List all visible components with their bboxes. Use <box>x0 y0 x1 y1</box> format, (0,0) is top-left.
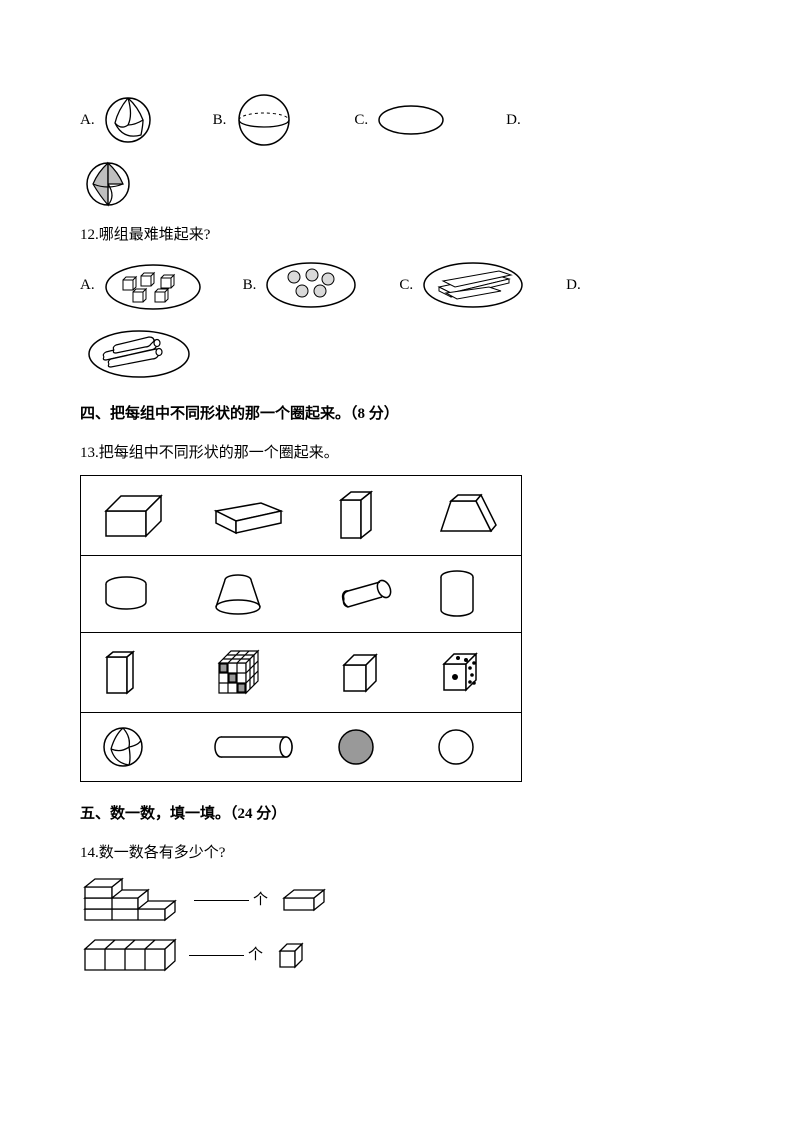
cell-circle-filled <box>316 713 416 782</box>
cell-cuboid-tall <box>316 476 416 556</box>
cell-cylinder-tall <box>416 556 522 633</box>
ellipse-icon <box>376 103 446 137</box>
plate-slabs-icon <box>421 257 526 312</box>
cell-die <box>416 633 522 713</box>
q13-number: 13. <box>80 445 99 461</box>
sphere-ball-icon <box>103 95 153 145</box>
cell-frustum <box>191 556 316 633</box>
cell-cube <box>316 633 416 713</box>
q14-row2: 个 <box>80 935 713 975</box>
cell-cylinder-tilted <box>316 556 416 633</box>
q12-option-c: C. <box>399 257 526 312</box>
cell-rubiks-cube <box>191 633 316 713</box>
volleyball-icon <box>101 725 145 769</box>
cell-volleyball <box>81 713 192 782</box>
rubiks-cube-icon <box>211 645 266 700</box>
cell-cylinder-short <box>81 556 192 633</box>
cell-circle-outline <box>416 713 522 782</box>
q12-prompt: 哪组最难堆起来? <box>99 227 211 243</box>
q12-label-c: C. <box>399 273 413 297</box>
trapezoid-prism-icon <box>436 491 501 541</box>
q12-text: 12.哪组最难堆起来? <box>80 223 713 247</box>
single-cube-icon <box>275 939 307 971</box>
q13-shapes-table <box>80 475 522 782</box>
q14-blank2[interactable] <box>189 955 244 956</box>
q11-option-d: D. <box>506 108 529 132</box>
table-row <box>81 556 522 633</box>
q14-unit1: 个 <box>253 888 268 912</box>
cuboid-flat-icon <box>101 491 171 541</box>
section5-title: 五、数一数，填一填。（24 分） <box>80 802 713 826</box>
q11-label-d: D. <box>506 108 521 132</box>
cube-row-icon <box>80 935 185 975</box>
plate-cubes-icon <box>103 257 203 312</box>
q14-unit2: 个 <box>248 943 263 967</box>
circle-outline-icon <box>436 727 476 767</box>
cell-cylinder-long <box>191 713 316 782</box>
cell-trapezoid-prism <box>416 476 522 556</box>
q12-option-d-image <box>84 322 713 382</box>
q12-option-a: A. <box>80 257 203 312</box>
q11-option-c: C. <box>354 103 446 137</box>
q11-label-b: B. <box>213 108 227 132</box>
q14-prompt: 数一数各有多少个? <box>99 845 226 861</box>
cuboid-tall-icon <box>336 488 381 543</box>
table-row <box>81 633 522 713</box>
cylinder-tall-icon <box>436 568 478 620</box>
q14-row1: 个 <box>80 875 713 925</box>
q11-option-b: B. <box>213 90 295 150</box>
table-row <box>81 713 522 782</box>
section4-title: 四、把每组中不同形状的那一个圈起来。（8 分） <box>80 402 713 426</box>
cell-book <box>81 633 192 713</box>
cuboid-long-icon <box>211 493 286 538</box>
cube-icon <box>336 649 384 697</box>
frustum-icon <box>211 572 266 617</box>
q11-label-c: C. <box>354 108 368 132</box>
cell-cuboid-long <box>191 476 316 556</box>
q12-label-d: D. <box>566 273 581 297</box>
q11-options-row: A. B. C. D. <box>80 90 713 150</box>
cell-cuboid-flat <box>81 476 192 556</box>
q12-option-d: D. <box>566 273 589 297</box>
q11-option-d-image <box>84 160 713 208</box>
cylinder-tilted-icon <box>336 577 396 612</box>
stacked-slabs-icon <box>80 875 190 925</box>
q12-label-b: B. <box>243 273 257 297</box>
q13-prompt: 把每组中不同形状的那一个圈起来。 <box>99 445 339 461</box>
q12-number: 12. <box>80 227 99 243</box>
single-slab-icon <box>280 886 330 914</box>
q12-option-b: B. <box>243 257 360 312</box>
plate-spheres-icon <box>264 257 359 312</box>
die-icon <box>436 648 486 698</box>
plate-cylinders-icon <box>84 322 194 382</box>
table-row <box>81 476 522 556</box>
q14-blank1[interactable] <box>194 900 249 901</box>
cylinder-long-icon <box>211 734 296 760</box>
book-icon <box>101 649 141 697</box>
cylinder-short-icon <box>101 574 151 614</box>
q11-option-a: A. <box>80 95 153 145</box>
sphere-geom-icon <box>234 90 294 150</box>
q14-number: 14. <box>80 845 99 861</box>
q13-text: 13.把每组中不同形状的那一个圈起来。 <box>80 441 713 465</box>
q11-label-a: A. <box>80 108 95 132</box>
q12-options-row: A. B. C. <box>80 257 713 312</box>
q14-text: 14.数一数各有多少个? <box>80 841 713 865</box>
beach-ball-icon <box>84 160 132 208</box>
q12-label-a: A. <box>80 273 95 297</box>
circle-filled-icon <box>336 727 376 767</box>
